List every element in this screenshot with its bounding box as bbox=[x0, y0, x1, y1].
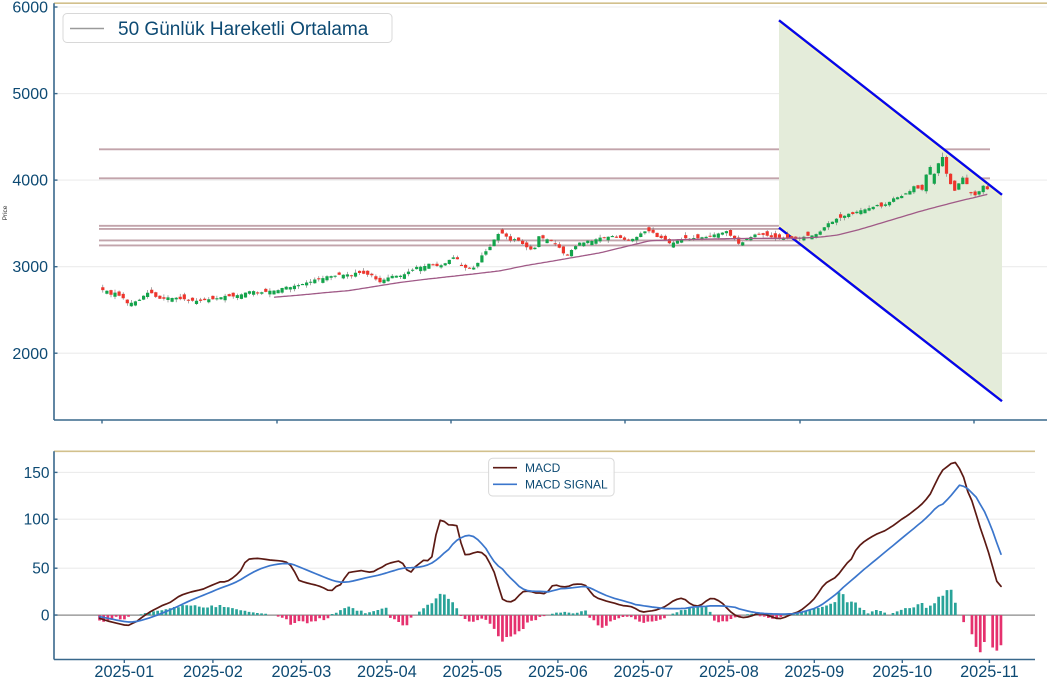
svg-text:50 Günlük Hareketli Ortalama: 50 Günlük Hareketli Ortalama bbox=[118, 19, 369, 40]
svg-text:150: 150 bbox=[24, 465, 50, 482]
svg-text:2025-03: 2025-03 bbox=[272, 663, 332, 681]
svg-text:5000: 5000 bbox=[12, 86, 48, 103]
svg-text:2025-05: 2025-05 bbox=[443, 663, 503, 681]
svg-text:MACD: MACD bbox=[525, 461, 561, 475]
svg-text:2025-06: 2025-06 bbox=[528, 663, 588, 681]
svg-text:Price: Price bbox=[2, 205, 9, 220]
svg-text:3000: 3000 bbox=[12, 259, 48, 276]
svg-text:2025-08: 2025-08 bbox=[699, 663, 759, 681]
svg-text:2025-09: 2025-09 bbox=[784, 663, 844, 681]
svg-text:2025-11: 2025-11 bbox=[960, 663, 1019, 681]
svg-text:4000: 4000 bbox=[12, 173, 48, 190]
svg-text:6000: 6000 bbox=[12, 0, 48, 17]
svg-text:2000: 2000 bbox=[12, 346, 48, 363]
svg-text:2025-01: 2025-01 bbox=[94, 663, 154, 681]
svg-text:0: 0 bbox=[41, 608, 50, 625]
svg-text:MACD SIGNAL: MACD SIGNAL bbox=[525, 477, 608, 491]
svg-text:2025-02: 2025-02 bbox=[183, 663, 243, 681]
svg-text:2025-10: 2025-10 bbox=[872, 663, 932, 681]
svg-text:2025-07: 2025-07 bbox=[614, 663, 674, 681]
svg-text:50: 50 bbox=[32, 561, 50, 578]
svg-text:100: 100 bbox=[24, 512, 50, 529]
svg-text:2025-04: 2025-04 bbox=[357, 663, 417, 681]
